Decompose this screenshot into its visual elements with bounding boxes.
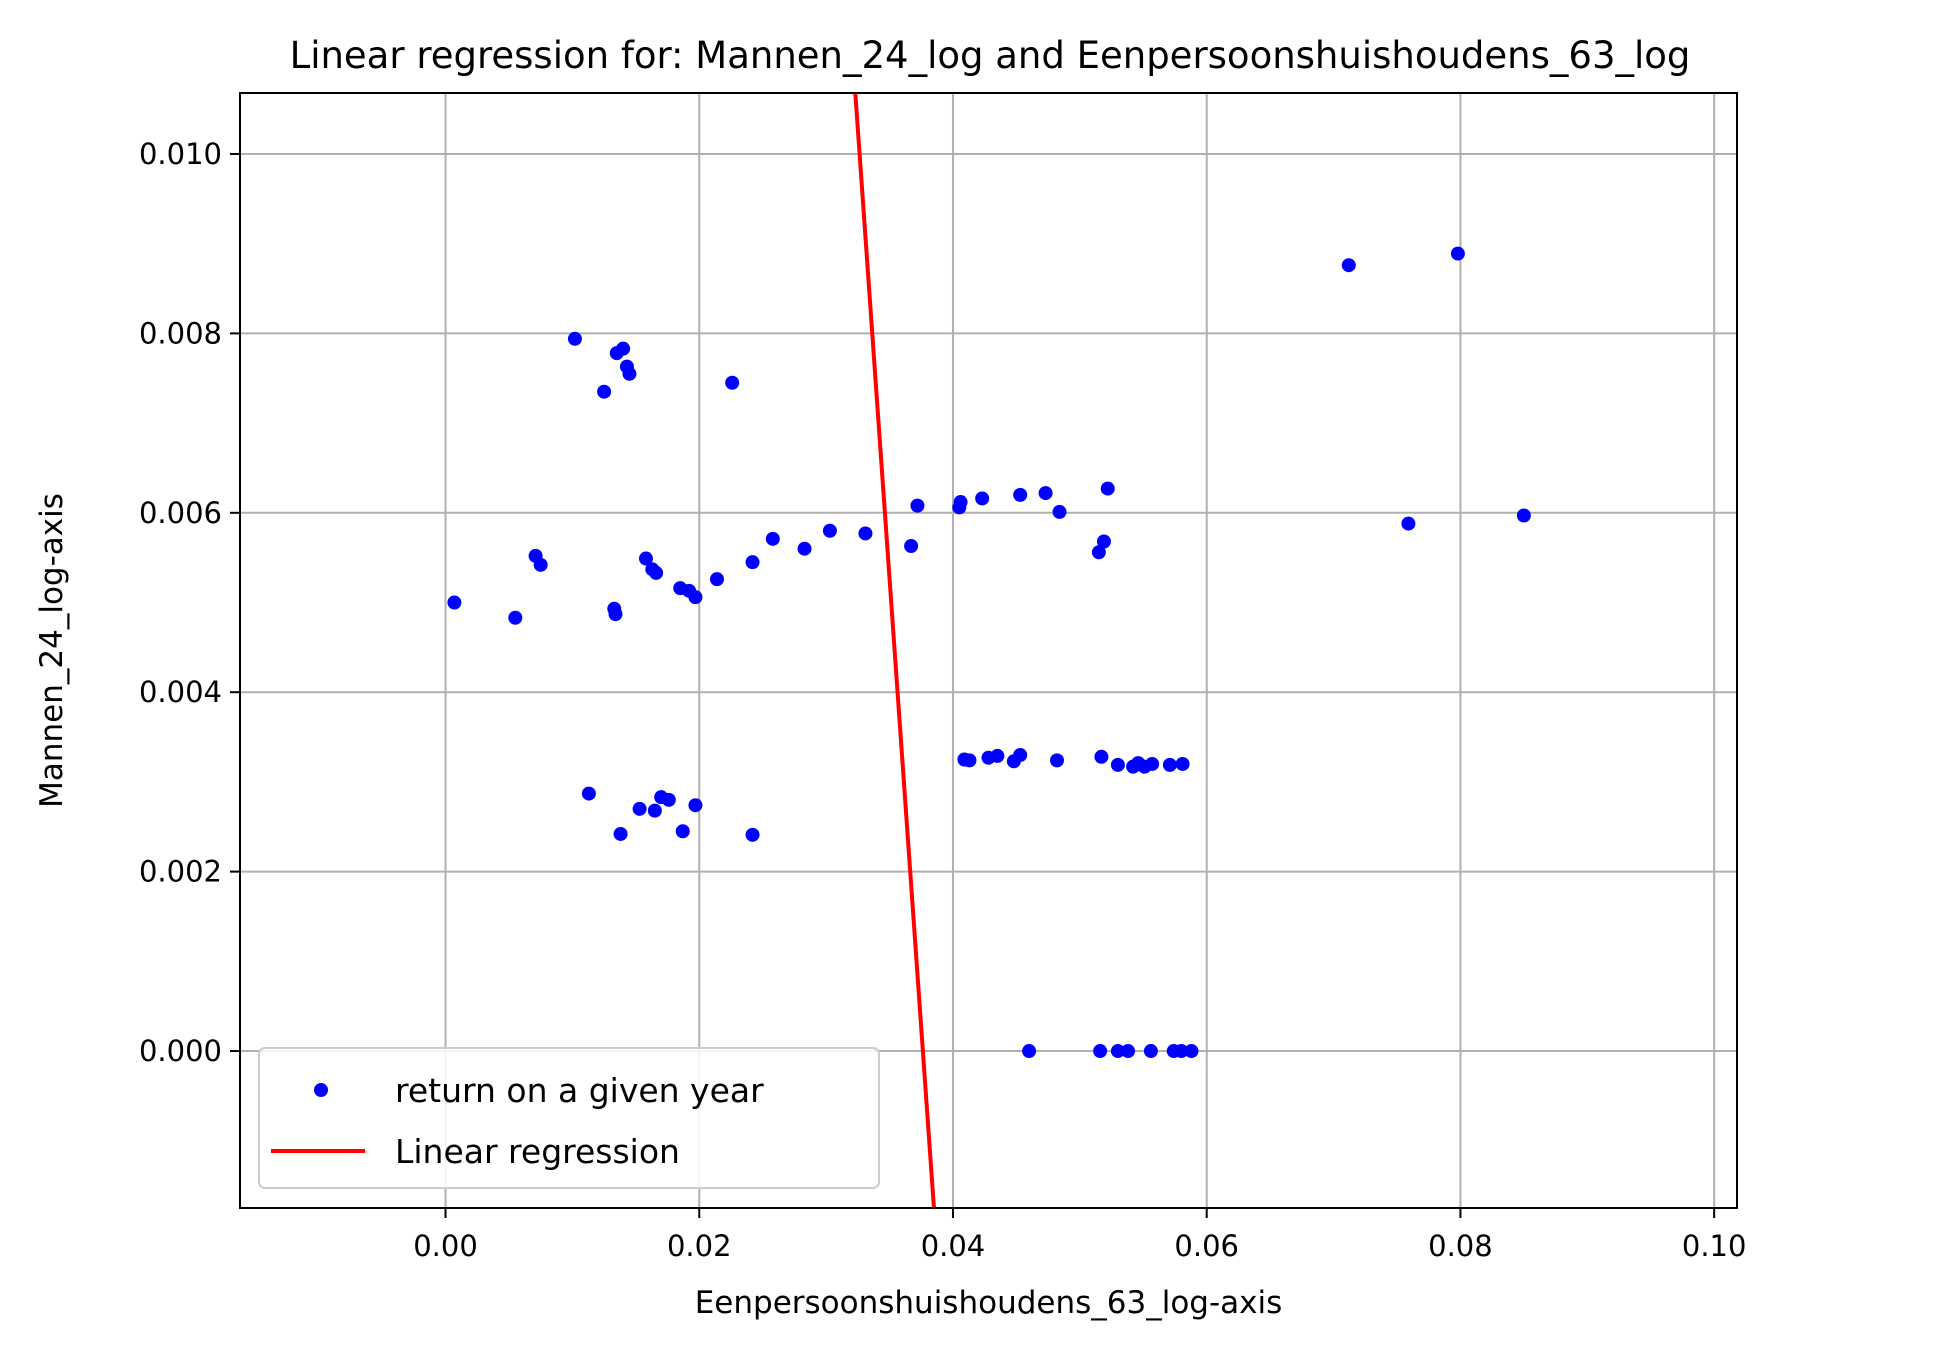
scatter-point: [1110, 1044, 1125, 1059]
legend-label-regression: Linear regression: [395, 1132, 680, 1171]
scatter-point: [661, 792, 676, 807]
scatter-point: [1184, 1044, 1199, 1059]
chart-title: Linear regression for: Mannen_24_log and…: [290, 34, 1691, 77]
scatter-point: [688, 798, 703, 813]
scatter-point: [1174, 1044, 1189, 1059]
scatter-point: [765, 531, 780, 546]
scatter-point: [597, 384, 612, 399]
scatter-point: [1175, 756, 1190, 771]
y-tick-label: 0.000: [139, 1034, 222, 1068]
scatter-point: [1093, 1044, 1108, 1059]
scatter-point: [1110, 757, 1125, 772]
y-tick-label: 0.002: [139, 855, 222, 889]
scatter-point: [1121, 1044, 1136, 1059]
scatter-point: [675, 824, 690, 839]
x-tick-label: 0.08: [1428, 1229, 1493, 1263]
scatter-point: [1341, 258, 1356, 273]
y-axis-label: Mannen_24_log-axis: [34, 493, 70, 808]
y-tick-label: 0.008: [139, 316, 222, 350]
scatter-point: [710, 572, 725, 587]
scatter-point: [622, 366, 637, 381]
scatter-point: [1450, 246, 1465, 261]
scatter-point: [1050, 753, 1065, 768]
scatter-point: [1091, 545, 1106, 560]
scatter-point: [1038, 486, 1053, 501]
x-axis-label: Eenpersoonshuishoudens_63_log-axis: [695, 1285, 1283, 1321]
scatter-point: [608, 607, 623, 622]
x-tick-label: 0.00: [413, 1229, 478, 1263]
scatter-point: [638, 551, 653, 566]
scatter-point: [1145, 756, 1160, 771]
scatter-point: [953, 495, 968, 510]
scatter-point: [616, 341, 631, 356]
scatter-point: [797, 541, 812, 556]
scatter-point: [581, 786, 596, 801]
scatter-point: [567, 331, 582, 346]
y-tick-label: 0.006: [139, 496, 222, 530]
legend-label-scatter: return on a given year: [395, 1071, 764, 1110]
scatter-point: [1096, 534, 1111, 549]
scatter-point: [990, 748, 1005, 763]
x-tick-label: 0.06: [1174, 1229, 1239, 1263]
scatter-point: [447, 595, 462, 610]
x-tick-label: 0.10: [1682, 1229, 1747, 1263]
y-tick-label: 0.010: [139, 137, 222, 171]
axis-ticks: 0.00 0.02 0.04 0.06 0.08 0.10 0.000 0.002 0.004 0…: [139, 137, 1746, 1263]
scatter-point: [647, 803, 662, 818]
scatter-point: [962, 753, 977, 768]
scatter-point: [1100, 481, 1115, 496]
scatter-point: [613, 826, 628, 841]
scatter-point: [1516, 508, 1531, 523]
scatter-point: [975, 491, 990, 506]
scatter-point: [904, 538, 919, 553]
scatter-point: [745, 827, 760, 842]
scatter-point: [1022, 1044, 1037, 1059]
scatter-points: [447, 246, 1531, 1059]
scatter-point: [858, 526, 873, 541]
legend-marker-scatter: [314, 1083, 328, 1097]
scatter-point: [1013, 748, 1028, 763]
scatter-point: [508, 610, 523, 625]
x-tick-label: 0.02: [667, 1229, 732, 1263]
plot-frame: [239, 92, 1738, 1209]
scatter-point: [533, 557, 548, 572]
scatter-point: [1094, 749, 1109, 764]
scatter-point: [822, 523, 837, 538]
scatter-point: [649, 565, 664, 580]
scatter-point: [745, 555, 760, 570]
scatter-point: [725, 375, 740, 390]
legend: return on a given year Linear regression: [258, 1047, 880, 1189]
scatter-point: [1401, 516, 1416, 531]
scatter-point: [1052, 504, 1067, 519]
grid: [240, 93, 1737, 1208]
scatter-point: [1013, 487, 1028, 502]
scatter-point: [910, 498, 925, 513]
y-tick-label: 0.004: [139, 675, 222, 709]
scatter-point: [1162, 757, 1177, 772]
legend-box: [258, 1047, 880, 1189]
scatter-point: [1143, 1044, 1158, 1059]
scatter-point: [632, 801, 647, 816]
regression-line: [853, 93, 936, 1208]
x-tick-label: 0.04: [921, 1229, 986, 1263]
regression-layer: [853, 93, 936, 1208]
scatter-point: [688, 590, 703, 605]
